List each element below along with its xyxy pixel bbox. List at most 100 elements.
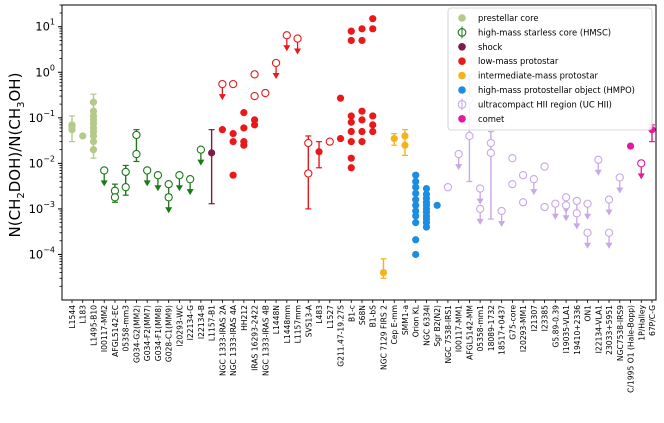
x-tick-label: SVS13-A <box>304 304 313 337</box>
data-point <box>261 88 270 98</box>
data-point <box>164 179 173 189</box>
data-point <box>594 155 603 164</box>
data-point <box>347 164 355 172</box>
data-point <box>369 121 377 129</box>
x-tick-label: L1495-B10 <box>89 305 98 346</box>
upper-limit-arrow-head <box>498 220 506 227</box>
x-tick-label: I21307 <box>530 305 539 332</box>
upper-limit-arrow-head <box>143 180 151 187</box>
data-point <box>412 196 420 204</box>
legend-label: intermediate-mass protostar <box>478 71 598 81</box>
y-axis-label: N(CH2DOH)/N(CH3OH) <box>6 73 27 238</box>
x-tick-label: Sgr B2(N2) <box>433 305 442 347</box>
x-tick-label: 19410+2336 <box>573 305 582 355</box>
y-tick-exponent: −1 <box>43 109 55 118</box>
data-point <box>250 70 259 79</box>
data-point <box>293 34 302 43</box>
data-point <box>369 112 377 120</box>
data-point <box>358 107 366 115</box>
data-point <box>325 137 334 146</box>
data-point <box>336 94 345 102</box>
upper-limit-arrow-head <box>530 189 538 196</box>
x-tick-label: I00117-MM1 <box>455 305 464 352</box>
data-point <box>68 126 76 134</box>
x-tick-label: L1527 <box>326 305 335 329</box>
data-point <box>572 196 581 206</box>
data-point <box>508 179 517 189</box>
data-point <box>518 171 528 180</box>
y-tick-label: 10−4 <box>29 245 55 261</box>
data-point <box>551 199 560 208</box>
data-point <box>508 154 517 163</box>
data-point <box>347 112 355 120</box>
data-point <box>475 184 485 193</box>
legend-box <box>447 7 653 131</box>
data-point <box>347 118 355 126</box>
data-point <box>572 209 581 218</box>
data-point <box>250 116 259 124</box>
upper-limit-arrow-head <box>584 213 592 220</box>
legend-marker <box>458 86 466 94</box>
x-tick-label: I20293-MM1 <box>519 305 528 352</box>
data-point <box>185 175 195 184</box>
x-tick-label: NGC 7538-IRS1 <box>444 305 453 364</box>
x-tick-label: NGC 1333-IRAS 4A <box>229 304 238 376</box>
x-tick-label: G5.89-0.39 <box>551 305 560 348</box>
data-point <box>486 138 496 148</box>
data-point <box>358 25 366 33</box>
data-point <box>604 228 614 237</box>
data-point <box>229 171 237 179</box>
data-point <box>282 31 291 40</box>
data-point <box>497 206 506 216</box>
x-tick-label: ON1 <box>584 305 593 322</box>
data-point <box>412 212 420 220</box>
legend-label: low-mass protostar <box>478 56 559 66</box>
data-point <box>143 166 152 175</box>
upper-limit-arrow-head <box>584 242 592 249</box>
x-tick-label: C/1995 O1 (Hale-Bopp) <box>627 305 636 393</box>
x-tick-label: NGC7538-IRS9 <box>616 305 625 361</box>
data-point <box>121 167 130 177</box>
legend-marker <box>458 115 466 123</box>
ylabel-sub-3: 3 <box>16 102 27 108</box>
data-point <box>412 250 420 259</box>
data-point <box>358 138 366 146</box>
data-point <box>518 198 528 207</box>
data-point <box>89 138 98 146</box>
data-point <box>486 148 496 158</box>
y-tick-exponent: 1 <box>50 18 55 27</box>
data-point <box>347 154 355 162</box>
y-tick-label: 100 <box>35 63 55 79</box>
x-tick-label: IRAS 16293-2422 <box>251 305 260 371</box>
series-comet <box>626 124 656 180</box>
data-point <box>369 25 377 33</box>
legend: prestellar core high-mass starless core (… <box>447 7 653 131</box>
y-tick-base: 10 <box>35 20 50 34</box>
data-point <box>412 201 420 209</box>
data-point <box>229 138 237 146</box>
y-tick-exponent: −3 <box>43 200 55 209</box>
legend-marker <box>458 14 466 22</box>
data-point <box>132 130 141 140</box>
data-point <box>229 130 237 138</box>
data-point <box>422 223 431 231</box>
x-tick-label: G75-core <box>508 305 517 340</box>
x-tick-label: 05358-mm1 <box>476 305 485 352</box>
data-point <box>240 124 248 132</box>
data-point <box>583 228 592 237</box>
x-tick-label: G034-G2(MM2) <box>132 305 141 363</box>
x-tick-label: G028-C1(MM9) <box>165 305 174 362</box>
x-tick-label: NGC 6334I <box>422 305 431 346</box>
data-point <box>153 171 163 180</box>
data-point <box>304 138 313 148</box>
x-tick-label: G034-F1(MM8) <box>154 305 163 361</box>
y-tick-label: 10−2 <box>29 154 55 170</box>
x-tick-label: L183 <box>79 305 88 324</box>
y-tick-exponent: 0 <box>50 63 55 72</box>
data-point <box>412 207 420 215</box>
data-point <box>529 175 539 184</box>
series-shock <box>208 129 216 205</box>
x-tick-label: 18089-1732 <box>487 305 496 351</box>
data-point <box>412 219 420 227</box>
